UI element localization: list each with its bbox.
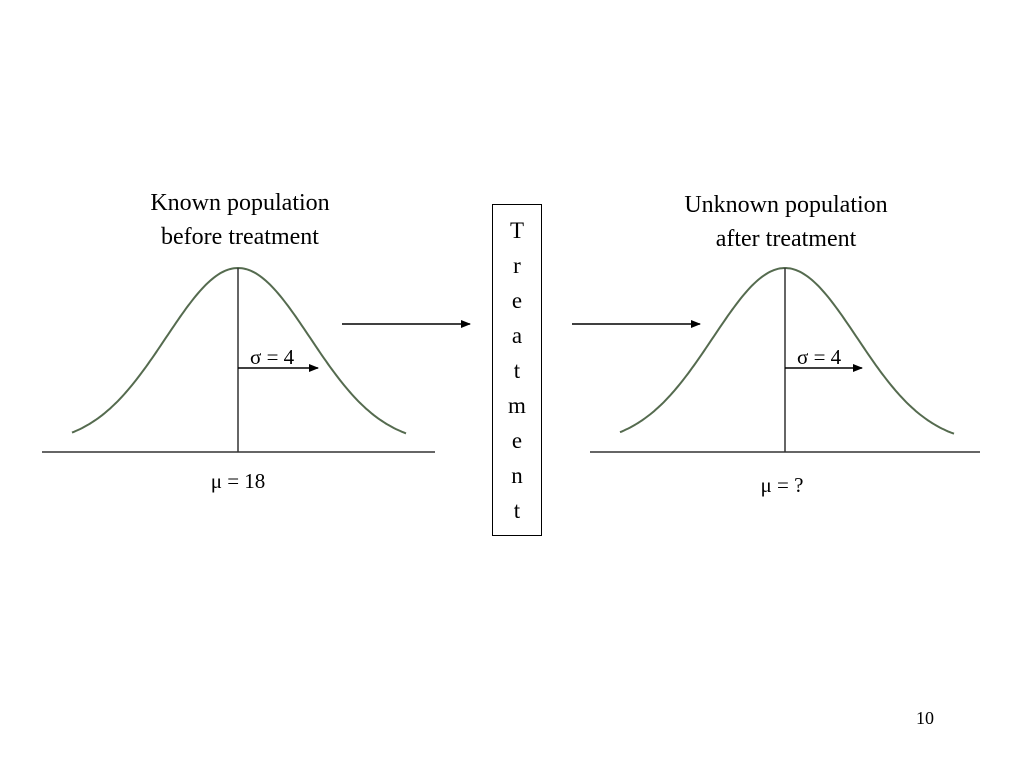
right-title-line: after treatment (716, 226, 857, 252)
right-title-line: Unknown population (684, 192, 887, 218)
treatment-label: Treatment (504, 217, 530, 533)
bell-curve (619, 267, 955, 435)
left-title-line: before treatment (161, 224, 319, 250)
mu-label: μ = 18 (211, 469, 266, 493)
sigma-label: σ = 4 (250, 345, 295, 369)
sigma-label: σ = 4 (797, 345, 842, 369)
bell-curve (71, 266, 407, 435)
treatment-box: Treatment (492, 204, 542, 536)
left-title-line: Known population (150, 190, 329, 216)
mu-label: μ = ? (761, 473, 804, 497)
page-number: 10 (916, 708, 934, 728)
